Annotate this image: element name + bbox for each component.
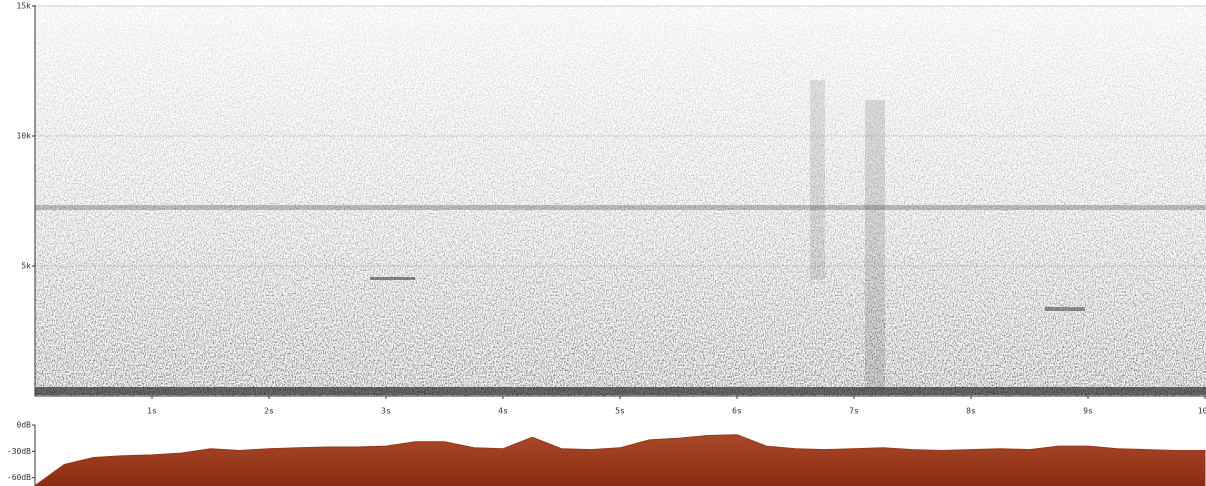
y-tick-label: -60dB xyxy=(7,473,31,482)
y-tick-label: 5k xyxy=(21,262,31,271)
amplitude-area xyxy=(35,435,1205,486)
x-tick-label: 3s xyxy=(381,407,391,416)
x-tick-label: 4s xyxy=(498,407,508,416)
call-trace xyxy=(1045,307,1085,311)
call-trace xyxy=(810,80,825,280)
call-trace xyxy=(370,277,415,280)
noise-band xyxy=(35,205,1206,210)
y-tick-label: 0dB xyxy=(17,421,32,430)
y-tick-label: 15k xyxy=(17,2,32,11)
x-tick-label: 5s xyxy=(615,407,625,416)
x-tick-label: 9s xyxy=(1083,407,1093,416)
call-trace xyxy=(865,100,885,390)
y-tick-label: 10k xyxy=(17,132,32,141)
x-tick-label: 1s xyxy=(147,407,157,416)
x-tick-label: 8s xyxy=(966,407,976,416)
noise-band xyxy=(35,387,1206,395)
spectrogram-texture xyxy=(35,5,1206,396)
x-tick-label: 6s xyxy=(732,407,742,416)
x-tick-label: 7s xyxy=(849,407,859,416)
x-tick-label: 10s xyxy=(1198,407,1206,416)
sonogram-view: 5k 10k 15k 1s 2s 3s 4s 5s 6s 7s 8s 9s 10s 0dB -30dB -60… xyxy=(0,0,1206,486)
y-tick-label: -30dB xyxy=(7,447,31,456)
x-tick-label: 2s xyxy=(264,407,274,416)
